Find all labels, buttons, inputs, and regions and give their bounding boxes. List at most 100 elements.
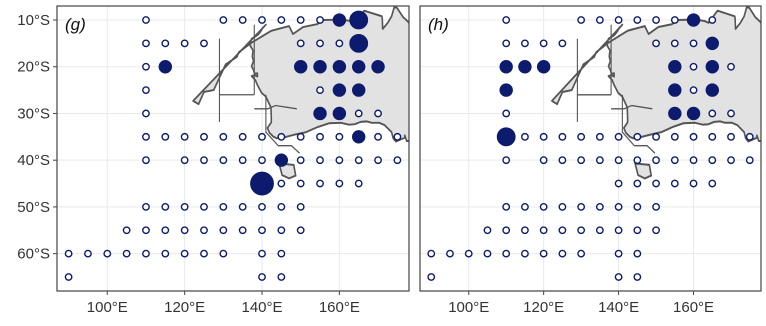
australia-landmass — [552, 7, 766, 180]
x-tick-label: 140°E — [598, 299, 639, 316]
open-marker — [277, 249, 286, 258]
open-marker — [689, 179, 698, 188]
open-marker — [652, 156, 660, 165]
open-marker — [670, 156, 679, 165]
open-marker — [633, 16, 642, 24]
open-marker — [180, 226, 189, 235]
filled-marker — [686, 13, 701, 27]
open-marker — [521, 203, 529, 211]
open-marker — [633, 179, 642, 188]
filled-marker — [313, 60, 327, 74]
open-marker — [689, 39, 698, 48]
open-marker — [161, 39, 170, 48]
open-marker — [180, 156, 189, 165]
open-marker — [180, 39, 189, 48]
open-marker — [708, 109, 717, 118]
open-marker — [502, 203, 511, 211]
filled-marker — [496, 127, 516, 147]
open-marker — [595, 16, 604, 24]
open-marker — [277, 273, 286, 281]
australia-landmass — [193, 7, 473, 180]
open-marker — [219, 249, 228, 258]
open-marker — [708, 179, 717, 188]
tasmania-landmass — [633, 162, 653, 180]
open-marker — [335, 179, 344, 188]
open-marker — [633, 249, 642, 258]
open-marker — [374, 132, 382, 141]
open-marker — [258, 226, 266, 235]
open-marker — [258, 249, 266, 258]
filled-marker — [332, 106, 347, 121]
open-marker — [558, 39, 567, 48]
open-marker — [393, 156, 402, 165]
open-marker — [633, 156, 642, 165]
open-marker — [64, 273, 73, 281]
open-marker — [521, 226, 529, 235]
open-marker — [727, 156, 735, 165]
open-marker — [316, 132, 324, 141]
filled-marker — [705, 36, 719, 51]
open-marker — [577, 226, 586, 235]
open-marker — [142, 39, 150, 48]
open-marker — [595, 132, 604, 141]
open-marker — [539, 132, 548, 141]
open-marker — [539, 39, 548, 48]
open-marker — [374, 156, 382, 165]
open-marker — [142, 226, 150, 235]
filled-marker — [158, 60, 173, 74]
open-marker — [652, 179, 660, 188]
open-marker — [142, 62, 150, 71]
open-marker — [670, 39, 679, 48]
x-tick-label: 160°E — [319, 299, 360, 316]
panel-label: (g) — [65, 15, 86, 34]
open-marker — [296, 39, 305, 48]
open-marker — [558, 156, 567, 165]
state-border — [621, 131, 656, 154]
state-border — [611, 104, 653, 110]
open-marker — [614, 203, 623, 211]
filled-marker — [705, 60, 719, 74]
open-marker — [539, 226, 548, 235]
open-marker — [558, 203, 567, 211]
x-tick-label: 120°E — [523, 299, 564, 316]
y-tick-label: 20°S — [17, 59, 50, 76]
state-border — [254, 104, 297, 110]
tasmania-landmass — [277, 162, 297, 180]
open-marker — [161, 203, 170, 211]
open-marker — [180, 203, 189, 211]
filled-marker — [349, 33, 369, 53]
open-marker — [502, 109, 511, 118]
open-marker — [122, 249, 131, 258]
open-marker — [258, 156, 266, 165]
open-marker — [296, 179, 305, 188]
open-marker — [652, 203, 660, 211]
open-marker — [258, 273, 266, 281]
open-marker — [296, 16, 305, 24]
filled-marker — [686, 106, 701, 121]
open-marker — [142, 16, 150, 24]
open-marker — [595, 203, 604, 211]
map-panel: (g) 100°E 120°E 140°E 160°E 10°S 20°S 30°S 40°S 5… — [17, 5, 473, 316]
filled-marker — [332, 83, 347, 97]
open-marker — [689, 156, 698, 165]
open-marker — [614, 226, 623, 235]
open-marker — [577, 16, 586, 24]
open-marker — [727, 62, 735, 71]
open-marker — [727, 109, 735, 118]
open-marker — [708, 16, 717, 24]
open-marker — [539, 156, 548, 165]
panel-frame — [419, 5, 762, 292]
open-marker — [180, 132, 189, 141]
filled-marker — [371, 60, 385, 74]
open-marker — [708, 156, 717, 165]
open-marker — [521, 132, 529, 141]
y-tick-label: 40°S — [17, 152, 50, 169]
open-marker — [595, 226, 604, 235]
open-marker — [577, 132, 586, 141]
open-marker — [219, 226, 228, 235]
open-marker — [316, 16, 324, 24]
open-marker — [219, 132, 228, 141]
open-marker — [502, 249, 511, 258]
filled-marker — [349, 10, 369, 30]
open-marker — [689, 86, 698, 94]
